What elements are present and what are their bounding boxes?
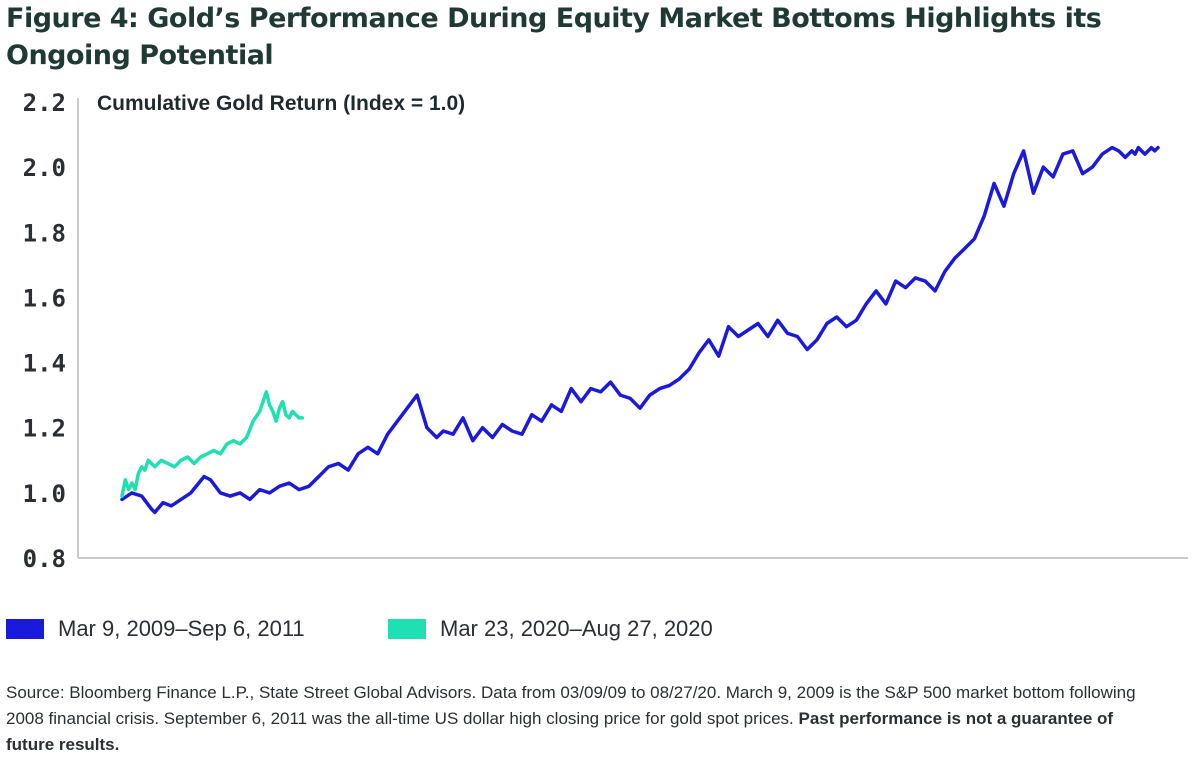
legend-label-series-2: Mar 23, 2020–Aug 27, 2020 [440,616,713,641]
chart-plot: 0.8 1.0 1.2 1.4 1.6 1.8 2.0 2.2 Cumulative Gold… [23,89,1188,573]
series-line-1 [120,145,1160,515]
legend-item-series-2: Mar 23, 2020–Aug 27, 2020 [388,614,713,644]
y-tick-label: 1.2 [23,415,66,443]
y-tick-label: 2.0 [23,154,66,182]
y-tick-label: 1.6 [23,284,66,312]
y-tick-label: 0.8 [23,545,66,573]
y-axis-label: Cumulative Gold Return (Index = 1.0) [97,92,465,115]
y-ticks: 0.8 1.0 1.2 1.4 1.6 1.8 2.0 2.2 [23,89,66,573]
disclaimer-text: Past performance is not a guarantee of f… [6,709,1114,754]
source-text: Source: Bloomberg Finance L.P., State St… [6,683,1136,728]
y-tick-label: 1.8 [23,219,66,247]
legend: Mar 9, 2009–Sep 6, 2011 Mar 23, 2020–Aug… [6,614,1106,644]
legend-swatch-series-1 [6,619,44,639]
series-line-2 [120,390,305,498]
legend-item-series-1: Mar 9, 2009–Sep 6, 2011 [6,614,305,644]
y-tick-label: 1.0 [23,480,66,508]
legend-swatch-series-2 [388,619,426,639]
chart-axes [77,98,1188,559]
y-tick-label: 1.4 [23,350,66,378]
series-layer [120,145,1160,515]
y-tick-label: 2.2 [23,89,66,117]
legend-label-series-1: Mar 9, 2009–Sep 6, 2011 [58,616,305,641]
source-note: Source: Bloomberg Finance L.P., State St… [6,680,1156,758]
chart-title: Figure 4: Gold’s Performance During Equi… [6,3,1102,71]
